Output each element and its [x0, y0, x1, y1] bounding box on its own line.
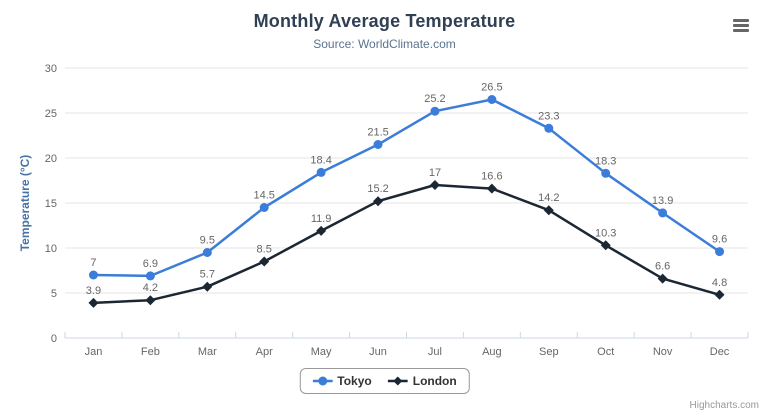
legend-label-tokyo: Tokyo [337, 374, 372, 388]
credits-link[interactable]: Highcharts.com [689, 400, 759, 411]
legend-item-tokyo[interactable]: Tokyo [312, 374, 372, 388]
x-axis-label: Sep [539, 346, 559, 358]
data-point-tokyo-apr[interactable] [259, 203, 269, 212]
data-point-london-jun[interactable] [373, 196, 384, 207]
data-point-london-dec[interactable] [714, 289, 725, 300]
y-axis-label: 30 [45, 63, 57, 75]
x-axis-label: Mar [198, 346, 217, 358]
data-point-tokyo-mar[interactable] [202, 248, 212, 257]
y-axis-label: 5 [51, 288, 57, 300]
data-label: 15.2 [367, 183, 388, 195]
data-label: 7 [90, 257, 96, 269]
y-axis-label: 25 [45, 108, 57, 120]
legend-item-london[interactable]: London [387, 374, 457, 388]
x-axis-label: Nov [653, 346, 673, 358]
data-point-tokyo-may[interactable] [316, 167, 326, 177]
y-axis-label: 10 [45, 243, 57, 255]
data-point-tokyo-jul[interactable] [430, 106, 440, 116]
chart-title: Monthly Average Temperature [253, 11, 516, 31]
chart-subtitle: Source: WorldClimate.com [313, 37, 456, 51]
data-point-tokyo-jun[interactable] [373, 140, 383, 149]
x-axis-label: Dec [710, 346, 730, 358]
data-point-tokyo-jan[interactable] [88, 270, 98, 280]
data-label: 21.5 [367, 127, 388, 139]
data-label: 14.2 [538, 192, 559, 204]
x-axis-label: Aug [482, 346, 502, 358]
data-label: 6.9 [143, 258, 158, 270]
x-axis-label: Jul [428, 346, 442, 358]
data-label: 4.2 [143, 282, 158, 294]
london-series-marker-icon [387, 376, 408, 386]
data-point-tokyo-feb[interactable] [145, 271, 155, 281]
data-label: 13.9 [652, 195, 673, 207]
data-label: 14.5 [253, 190, 274, 202]
x-axis-label: Jan [85, 346, 103, 358]
data-point-london-mar[interactable] [202, 281, 213, 292]
data-label: 16.6 [481, 171, 502, 183]
x-axis-label: May [311, 346, 332, 358]
data-label: 18.3 [595, 155, 616, 167]
data-label: 18.4 [310, 154, 331, 166]
y-axis-label: 20 [45, 153, 57, 165]
data-point-tokyo-dec[interactable] [715, 247, 725, 257]
data-point-london-aug[interactable] [486, 183, 497, 194]
data-label: 3.9 [86, 285, 101, 297]
data-label: 5.7 [200, 269, 215, 281]
data-point-london-oct[interactable] [600, 240, 611, 251]
x-axis-label: Oct [597, 346, 614, 358]
data-label: 4.8 [712, 277, 727, 289]
data-label: 9.6 [712, 234, 727, 246]
series-line-london[interactable] [92, 183, 721, 305]
y-axis-label: 0 [51, 333, 57, 345]
data-point-london-nov[interactable] [657, 273, 668, 284]
data-label: 17 [429, 167, 441, 179]
legend: Tokyo London [299, 368, 470, 394]
data-point-tokyo-aug[interactable] [487, 95, 497, 104]
y-axis-label: 15 [45, 198, 57, 210]
legend-label-london: London [412, 374, 457, 388]
data-label: 9.5 [200, 235, 215, 247]
data-label: 8.5 [257, 244, 272, 256]
data-label: 26.5 [481, 82, 502, 94]
data-point-tokyo-nov[interactable] [658, 208, 668, 218]
data-label: 23.3 [538, 110, 559, 122]
data-point-london-feb[interactable] [145, 295, 156, 306]
data-point-london-may[interactable] [316, 225, 327, 236]
chart-context-menu-button[interactable] [730, 14, 754, 36]
data-point-tokyo-sep[interactable] [544, 123, 554, 133]
series-line-tokyo[interactable] [92, 98, 721, 278]
data-label: 11.9 [311, 213, 332, 225]
x-axis-label: Jun [369, 346, 387, 358]
tokyo-series-marker-icon [312, 376, 333, 386]
data-point-london-jul[interactable] [429, 180, 440, 190]
data-point-tokyo-oct[interactable] [601, 168, 611, 178]
x-axis-label: Feb [141, 346, 160, 358]
data-point-london-sep[interactable] [543, 205, 554, 216]
hamburger-icon [733, 19, 751, 32]
data-point-london-jan[interactable] [88, 297, 99, 308]
data-label: 10.3 [595, 227, 616, 239]
data-label: 25.2 [424, 93, 445, 105]
data-label: 6.6 [655, 261, 670, 273]
data-point-london-apr[interactable] [259, 256, 270, 267]
x-axis-label: Apr [256, 346, 273, 358]
